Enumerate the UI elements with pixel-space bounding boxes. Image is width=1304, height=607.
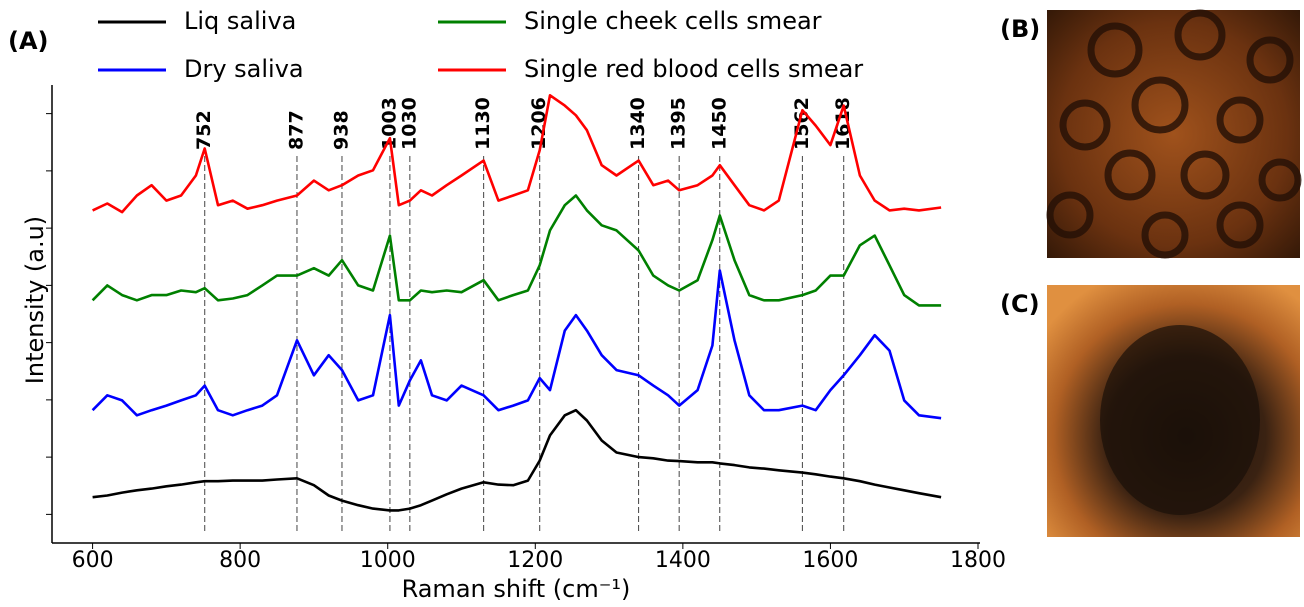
peak-label: 1395 xyxy=(668,97,690,150)
spectrum-line xyxy=(92,94,942,214)
x-tick-label: 1000 xyxy=(360,548,416,573)
image-b xyxy=(1046,9,1302,259)
peak-label: 1003 xyxy=(378,97,400,150)
y-axis-label: Intensity (a.u) xyxy=(21,216,49,384)
x-tick-label: 1400 xyxy=(655,548,711,573)
legend-label: Dry saliva xyxy=(184,55,304,83)
panel-label: (A) xyxy=(8,27,49,55)
peak-label: 1206 xyxy=(528,97,550,150)
spectrum-line xyxy=(91,194,942,307)
peak-label: 1130 xyxy=(472,97,494,150)
peak-label: 1450 xyxy=(708,97,730,150)
peak-label: 877 xyxy=(285,110,307,150)
x-tick-label: 1800 xyxy=(950,548,1006,573)
x-axis-label: Raman shift (cm⁻¹) xyxy=(402,575,631,603)
x-tick-label: 1200 xyxy=(507,548,563,573)
spectrum-line xyxy=(91,269,942,420)
peak-label: 1030 xyxy=(398,97,420,150)
spectrum-line xyxy=(92,408,942,512)
peak-label: 752 xyxy=(193,110,215,150)
legend-label: Single red blood cells smear xyxy=(524,55,863,83)
image-c xyxy=(1047,285,1300,537)
x-tick-label: 800 xyxy=(219,548,261,573)
panel-label: (B) xyxy=(1000,15,1040,43)
legend-label: Single cheek cells smear xyxy=(524,7,822,35)
legend-label: Liq saliva xyxy=(184,7,296,35)
panel-label: (C) xyxy=(1000,290,1040,318)
peak-label: 1340 xyxy=(627,97,649,150)
x-tick-label: 600 xyxy=(72,548,114,573)
peak-label: 938 xyxy=(330,110,352,150)
x-tick-label: 1600 xyxy=(802,548,858,573)
peak-label: 1618 xyxy=(832,97,854,150)
